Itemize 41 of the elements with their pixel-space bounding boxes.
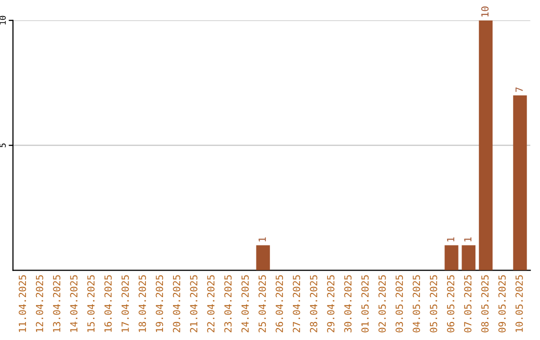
x-tick-label: 04.05.2025 [412, 275, 420, 332]
x-tick-label: 13.04.2025 [52, 275, 60, 332]
x-tick-label: 11.04.2025 [18, 275, 26, 332]
bar [462, 245, 476, 270]
x-tick-label: 01.05.2025 [361, 275, 369, 332]
data-label: 1 [258, 237, 266, 242]
bar [256, 245, 270, 270]
data-label: 10 [481, 6, 489, 16]
x-tick-label: 17.04.2025 [122, 275, 129, 332]
x-tick-label: 22.04.2025 [207, 275, 215, 332]
x-tick-label: 29.04.2025 [327, 275, 334, 332]
x-tick-label: 25.04.2025 [258, 275, 266, 332]
x-tick-label: 03.05.2025 [396, 275, 403, 332]
x-tick-label: 14.04.2025 [70, 275, 78, 332]
x-tick-label: 05.05.2025 [430, 275, 438, 332]
bar [513, 95, 527, 270]
x-tick-label: 20.04.2025 [172, 275, 180, 332]
x-tick-label: 18.04.2025 [138, 275, 146, 332]
x-tick-label: 09.05.2025 [498, 275, 506, 332]
x-tick-label: 10.05.2025 [515, 275, 523, 332]
x-tick-label: 02.05.2025 [378, 275, 386, 332]
x-tick-label: 15.04.2025 [87, 275, 95, 332]
bar [478, 20, 493, 270]
data-label: 7 [516, 87, 523, 92]
x-tick-label: 19.04.2025 [156, 275, 164, 332]
x-tick-label: 23.04.2025 [224, 275, 232, 332]
data-label: 1 [447, 237, 454, 242]
x-tick-label: 28.04.2025 [310, 275, 318, 332]
x-tick-label: 27.04.2025 [292, 275, 300, 332]
y-tick-label: 5 [0, 144, 6, 148]
x-tick-label: 07.05.2025 [464, 275, 472, 332]
x-tick-label: 24.04.2025 [241, 275, 249, 332]
x-tick-label: 12.04.2025 [36, 275, 44, 332]
x-tick-label: 26.04.2025 [276, 275, 284, 332]
x-tick-label: 21.04.2025 [190, 275, 198, 332]
bar [444, 245, 458, 270]
data-label: 1 [464, 237, 472, 242]
x-tick-label: 16.04.2025 [104, 275, 112, 332]
x-tick-label: 06.05.2025 [446, 275, 454, 332]
x-tick-label: 30.04.2025 [344, 275, 352, 332]
x-tick-label: 08.05.2025 [481, 275, 489, 332]
